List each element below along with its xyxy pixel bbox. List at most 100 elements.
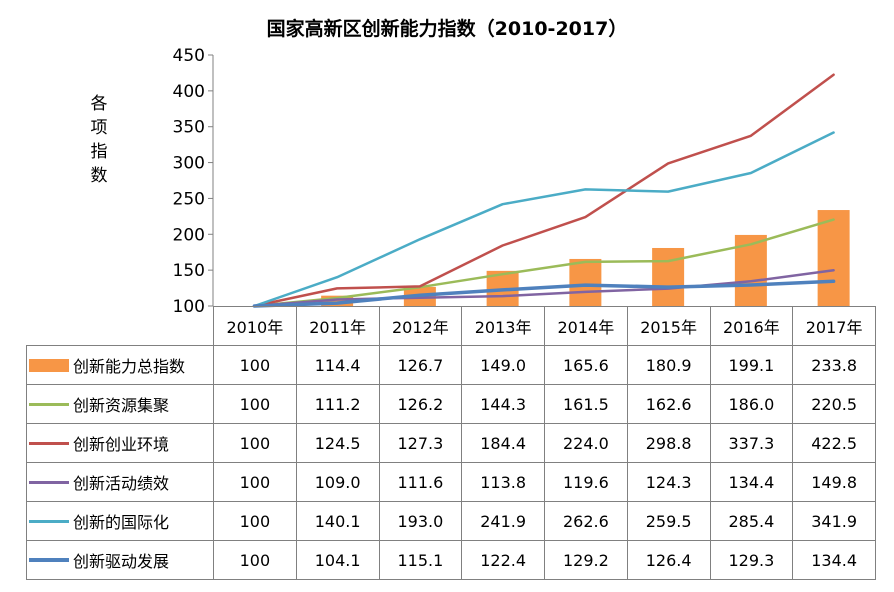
data-label: 129.2	[544, 540, 628, 580]
data-label: 134.4	[792, 540, 876, 580]
data-label: 111.6	[378, 462, 463, 502]
legend-key	[29, 519, 69, 523]
table-row: 创新创业环境 100 124.5 127.3 184.4 224.0 298.8 337.3 4…	[26, 423, 876, 463]
data-label: 129.3	[709, 540, 794, 580]
legend-label: 创新创业环境	[73, 435, 170, 454]
legend-label: 创新的国际化	[73, 513, 170, 532]
legend-entry: 创新资源集聚	[26, 384, 214, 424]
bar	[569, 258, 602, 306]
data-label: 186.0	[709, 384, 794, 424]
legend-key	[29, 358, 69, 372]
series-line	[253, 269, 835, 308]
legend-entry: 创新的国际化	[26, 501, 214, 541]
data-label: 124.3	[626, 462, 711, 502]
x-tick-label: 2012年	[378, 306, 463, 346]
data-label: 100	[213, 462, 297, 502]
data-label: 109.0	[295, 462, 380, 502]
x-tick-label: 2016年	[709, 306, 794, 346]
series-line	[253, 131, 835, 308]
x-tick-label: 2010年	[213, 306, 297, 346]
table-row: 创新资源集聚 100 111.2 126.2 144.3 161.5 162.6 186.0 2…	[26, 384, 876, 424]
data-label: 127.3	[378, 423, 463, 463]
y-tick-label: 150	[173, 261, 205, 281]
data-label: 422.5	[792, 423, 876, 463]
y-tick-label: 350	[173, 118, 205, 138]
legend-label: 创新能力总指数	[73, 357, 186, 376]
bar	[652, 247, 685, 306]
data-label: 298.8	[626, 423, 711, 463]
table-row: 创新的国际化 100 140.1 193.0 241.9 262.6 259.5 285.4 3…	[26, 501, 876, 541]
legend-key	[29, 480, 69, 484]
data-label: 100	[213, 540, 297, 580]
legend-label: 创新资源集聚	[73, 396, 170, 415]
table-row: 创新活动绩效 100 109.0 111.6 113.8 119.6 124.3 134.4 1…	[26, 462, 876, 502]
y-tick-labels: 100 150 200 250 300 350 400 450	[173, 46, 213, 317]
data-label: 341.9	[792, 501, 876, 541]
x-tick-label: 2015年	[626, 306, 711, 346]
data-label: 337.3	[709, 423, 794, 463]
lines	[252, 73, 836, 308]
data-label: 165.6	[544, 345, 628, 385]
chart-title: 国家高新区创新能力指数（2010-2017）	[266, 18, 628, 40]
data-label: 100	[213, 423, 297, 463]
y-tick-label: 450	[173, 46, 205, 66]
legend-key	[29, 558, 69, 562]
series-line	[252, 279, 836, 308]
data-label: 100	[213, 501, 297, 541]
data-label: 262.6	[544, 501, 628, 541]
bar	[321, 295, 354, 306]
data-label: 199.1	[709, 345, 794, 385]
bars	[321, 210, 850, 306]
data-label: 233.8	[792, 345, 876, 385]
data-label: 162.6	[626, 384, 711, 424]
data-label: 100	[213, 345, 297, 385]
legend-label: 创新驱动发展	[73, 552, 170, 571]
data-label: 124.5	[295, 423, 380, 463]
y-tick-label: 100	[173, 297, 205, 317]
data-label: 285.4	[709, 501, 794, 541]
x-tick-label: 2017年	[792, 306, 876, 346]
data-label: 149.8	[792, 462, 876, 502]
data-label: 144.3	[461, 384, 545, 424]
data-label: 126.7	[378, 345, 463, 385]
y-tick-label: 400	[173, 82, 205, 102]
data-label: 180.9	[626, 345, 711, 385]
data-label: 184.4	[461, 423, 545, 463]
series-line	[253, 218, 835, 308]
data-label: 161.5	[544, 384, 628, 424]
data-label: 134.4	[709, 462, 794, 502]
y-tick-label: 300	[173, 154, 205, 174]
data-label: 111.2	[295, 384, 380, 424]
data-label: 122.4	[461, 540, 545, 580]
legend-entry: 创新能力总指数	[26, 345, 214, 385]
data-label: 259.5	[626, 501, 711, 541]
data-label: 193.0	[378, 501, 463, 541]
table-row: 创新驱动发展 100 104.1 115.1 122.4 129.2 126.4 129.3 1…	[26, 540, 876, 580]
data-table: 2010年 2011年 2012年 2013年 2014年 2015年 2016年 2017年…	[26, 306, 876, 580]
table-corner	[27, 307, 214, 346]
data-label: 115.1	[378, 540, 463, 580]
bar	[817, 210, 850, 306]
data-label: 100	[213, 384, 297, 424]
data-label: 126.4	[626, 540, 711, 580]
year-header-row: 2010年 2011年 2012年 2013年 2014年 2015年 2016年 2017年	[27, 306, 876, 346]
legend-entry: 创新创业环境	[26, 423, 214, 463]
data-label: 140.1	[295, 501, 380, 541]
y-axis-label: 各 项 指 数	[90, 94, 108, 186]
legend-key	[29, 441, 69, 445]
y-tick-label: 250	[173, 189, 205, 209]
legend-entry: 创新活动绩效	[26, 462, 214, 502]
legend-key	[29, 402, 69, 406]
data-label: 104.1	[295, 540, 380, 580]
legend-label: 创新活动绩效	[73, 474, 170, 493]
series-line	[253, 73, 835, 308]
legend-entry: 创新驱动发展	[26, 540, 214, 580]
data-label: 149.0	[461, 345, 545, 385]
data-label: 113.8	[461, 462, 545, 502]
x-tick-label: 2013年	[461, 306, 545, 346]
y-tick-label: 200	[173, 225, 205, 245]
x-tick-label: 2014年	[544, 306, 628, 346]
data-label: 224.0	[544, 423, 628, 463]
data-label: 126.2	[378, 384, 463, 424]
